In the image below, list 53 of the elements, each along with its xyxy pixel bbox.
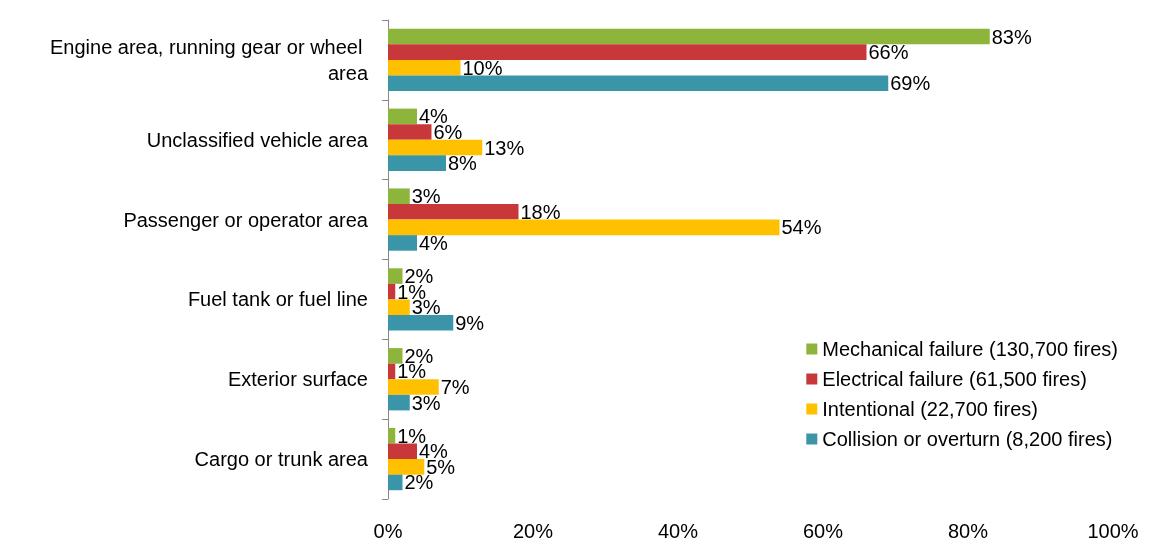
bar bbox=[388, 188, 410, 205]
bar bbox=[388, 235, 417, 251]
y-tick-label: Engine area, running gear or wheel area bbox=[50, 35, 369, 84]
data-label: 13% bbox=[484, 136, 525, 159]
bar bbox=[388, 348, 403, 364]
bar bbox=[388, 155, 446, 171]
bar bbox=[388, 427, 396, 444]
legend-label: Collision or overturn (8,200 fires) bbox=[822, 428, 1113, 450]
y-tick-label: Exterior surface bbox=[227, 368, 368, 391]
data-label: 7% bbox=[440, 376, 470, 399]
bar bbox=[388, 75, 889, 92]
data-label: 54% bbox=[781, 216, 822, 239]
data-label: 3% bbox=[411, 185, 441, 208]
bar bbox=[388, 44, 867, 60]
bar bbox=[388, 28, 990, 45]
x-tick-label: 100% bbox=[1087, 520, 1139, 542]
data-label: 69% bbox=[890, 72, 931, 95]
data-label: 3% bbox=[411, 391, 441, 414]
data-label: 18% bbox=[520, 200, 561, 223]
data-label: 10% bbox=[462, 56, 503, 79]
x-tick-label: 0% bbox=[373, 520, 403, 542]
bar bbox=[388, 443, 417, 460]
bar bbox=[388, 59, 461, 76]
legend-label: Intentional (22,700 fires) bbox=[822, 398, 1038, 420]
legend-label: Electrical failure (61,500 fires) bbox=[822, 368, 1087, 390]
bar bbox=[388, 394, 410, 411]
data-label: 66% bbox=[868, 41, 909, 64]
data-label: 4% bbox=[419, 231, 449, 254]
bar bbox=[388, 474, 403, 491]
data-label: 9% bbox=[455, 311, 485, 334]
x-tick-label: 60% bbox=[802, 520, 844, 542]
data-label: 83% bbox=[991, 25, 1032, 48]
bar bbox=[388, 108, 417, 125]
bar bbox=[388, 139, 483, 156]
bar bbox=[388, 299, 410, 315]
bar bbox=[388, 459, 425, 475]
bar bbox=[388, 314, 454, 331]
bar bbox=[388, 363, 396, 380]
data-label: 8% bbox=[448, 152, 478, 175]
x-tick-label: 80% bbox=[947, 520, 989, 542]
legend-label: Mechanical failure (130,700 fires) bbox=[822, 338, 1118, 360]
x-tick-label: 20% bbox=[512, 520, 554, 542]
y-tick-label: Passenger or operator area bbox=[123, 208, 369, 231]
bar bbox=[388, 219, 780, 236]
bar bbox=[388, 268, 403, 284]
bar bbox=[388, 124, 432, 140]
x-tick-label: 40% bbox=[657, 520, 699, 542]
bar bbox=[388, 204, 519, 220]
bar bbox=[388, 283, 396, 300]
bar bbox=[388, 379, 439, 395]
y-tick-label: Cargo or trunk area bbox=[194, 448, 369, 471]
y-tick-label: Unclassified vehicle area bbox=[146, 128, 369, 151]
y-tick-label: Fuel tank or fuel line bbox=[187, 288, 368, 311]
